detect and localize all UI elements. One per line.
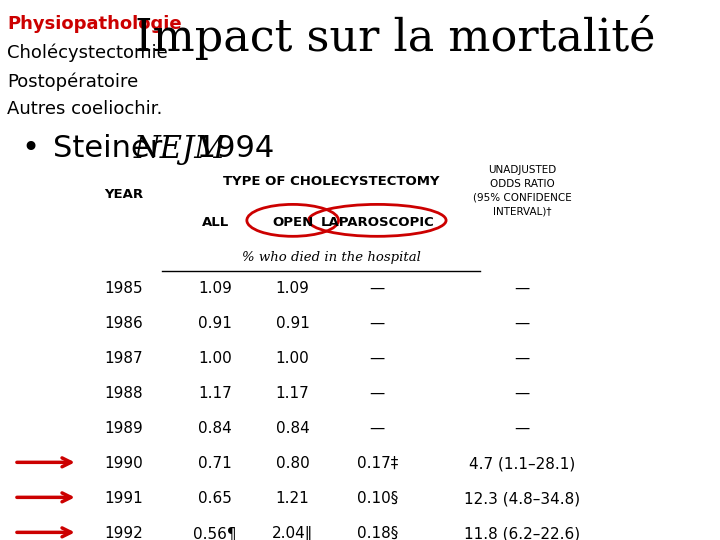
Text: —: — xyxy=(369,351,385,366)
Text: 0.17‡: 0.17‡ xyxy=(356,456,398,471)
Text: ALL: ALL xyxy=(202,216,229,229)
Text: 0.18§: 0.18§ xyxy=(356,526,398,540)
Text: —: — xyxy=(514,386,529,401)
Text: OPEN: OPEN xyxy=(272,216,313,229)
Text: 1985: 1985 xyxy=(104,281,143,296)
Text: 0.80: 0.80 xyxy=(276,456,310,471)
Text: 1.00: 1.00 xyxy=(198,351,232,366)
Text: 1989: 1989 xyxy=(104,421,143,436)
Text: —: — xyxy=(369,316,385,331)
Text: •: • xyxy=(21,134,40,163)
Text: LAPAROSCOPIC: LAPAROSCOPIC xyxy=(320,216,434,229)
Text: Physiopathologie: Physiopathologie xyxy=(7,16,181,33)
Text: 4.7 (1.1–28.1): 4.7 (1.1–28.1) xyxy=(469,456,575,471)
Text: 0.91: 0.91 xyxy=(198,316,232,331)
Text: TYPE OF CHOLECYSTECTOMY: TYPE OF CHOLECYSTECTOMY xyxy=(223,175,440,188)
Text: 2.04‖: 2.04‖ xyxy=(272,526,313,540)
Text: 1.09: 1.09 xyxy=(198,281,232,296)
Text: —: — xyxy=(514,421,529,436)
Text: 0.91: 0.91 xyxy=(276,316,310,331)
Text: —: — xyxy=(514,281,529,296)
Text: 1.21: 1.21 xyxy=(276,491,310,506)
Text: 0.10§: 0.10§ xyxy=(356,491,398,506)
Text: 1988: 1988 xyxy=(104,386,143,401)
Text: 1987: 1987 xyxy=(104,351,143,366)
Text: 0.65: 0.65 xyxy=(198,491,232,506)
Text: 1.09: 1.09 xyxy=(276,281,310,296)
Text: Cholécystectomie: Cholécystectomie xyxy=(7,44,168,62)
Text: Impact sur la mortalité: Impact sur la mortalité xyxy=(135,16,655,60)
Text: 1991: 1991 xyxy=(104,491,143,506)
Text: Autres coeliochir.: Autres coeliochir. xyxy=(7,100,163,118)
Text: Steiner.: Steiner. xyxy=(53,134,179,163)
Text: 0.84: 0.84 xyxy=(276,421,310,436)
Text: —: — xyxy=(369,421,385,436)
Text: 0.84: 0.84 xyxy=(198,421,232,436)
Text: Postopératoire: Postopératoire xyxy=(7,72,138,91)
Text: 1.17: 1.17 xyxy=(198,386,232,401)
Text: —: — xyxy=(514,316,529,331)
Text: 0.71: 0.71 xyxy=(198,456,232,471)
Text: UNADJUSTED
ODDS RATIO
(95% CONFIDENCE
INTERVAL)†: UNADJUSTED ODDS RATIO (95% CONFIDENCE IN… xyxy=(472,165,571,217)
Text: % who died in the hospital: % who died in the hospital xyxy=(242,251,421,264)
Text: —: — xyxy=(514,351,529,366)
Text: NEJM: NEJM xyxy=(134,134,227,165)
Text: 1.17: 1.17 xyxy=(276,386,310,401)
Text: 0.56¶: 0.56¶ xyxy=(194,526,237,540)
Text: 1994: 1994 xyxy=(187,134,274,163)
Text: 1986: 1986 xyxy=(104,316,143,331)
Text: 1.00: 1.00 xyxy=(276,351,310,366)
Text: 11.8 (6.2–22.6): 11.8 (6.2–22.6) xyxy=(464,526,580,540)
Text: —: — xyxy=(369,386,385,401)
Text: 1990: 1990 xyxy=(104,456,143,471)
Text: —: — xyxy=(369,281,385,296)
Text: 12.3 (4.8–34.8): 12.3 (4.8–34.8) xyxy=(464,491,580,506)
Text: YEAR: YEAR xyxy=(104,188,143,201)
Text: 1992: 1992 xyxy=(104,526,143,540)
